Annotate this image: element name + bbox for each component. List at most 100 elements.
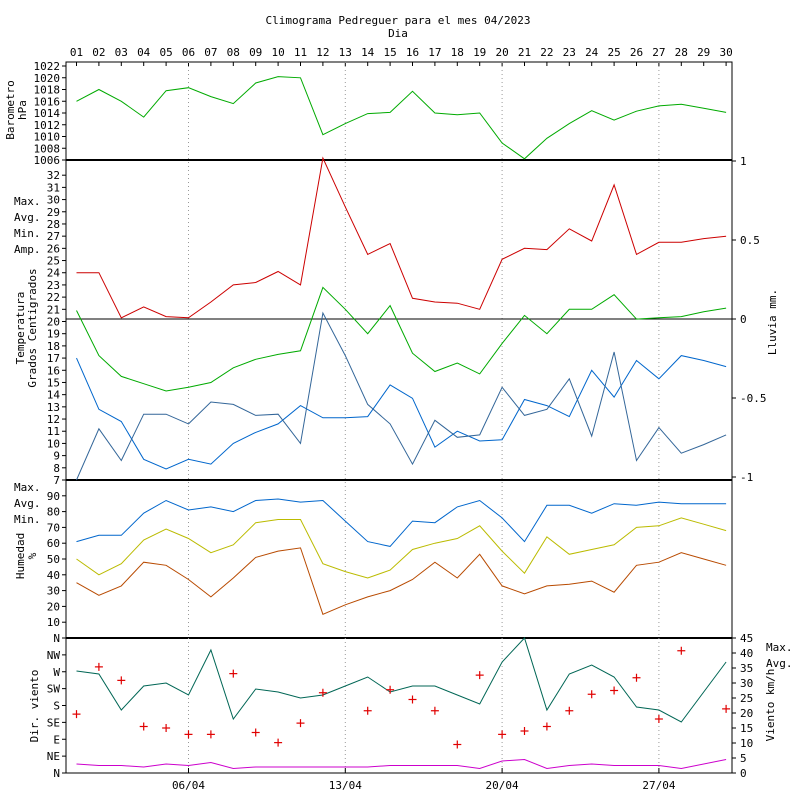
baro-tick-label: 1020 xyxy=(34,72,61,85)
baro-tick-label: 1014 xyxy=(34,107,61,120)
date-tick-label: 20/04 xyxy=(486,779,519,792)
day-label: 10 xyxy=(271,46,284,59)
day-label: 26 xyxy=(630,46,643,59)
temp-axis-label: TemperaturaGrados Centigrados xyxy=(14,268,39,387)
hum-tick-label: 20 xyxy=(47,600,60,613)
baro-line xyxy=(76,76,727,160)
wind-tick-label: 20 xyxy=(740,707,753,720)
day-label: 02 xyxy=(92,46,105,59)
hum-tick-label: 50 xyxy=(47,553,60,566)
temp-tick-label: 31 xyxy=(47,181,60,194)
day-label: 17 xyxy=(428,46,441,59)
baro-tick-label: 1008 xyxy=(34,142,61,155)
temp-line-amp xyxy=(76,311,727,481)
day-label: 01 xyxy=(70,46,83,59)
baro-tick-label: 1006 xyxy=(34,154,61,167)
hum-tick-label: 30 xyxy=(47,585,60,598)
wind-tick-label: 35 xyxy=(740,662,753,675)
temp-tick-label: 17 xyxy=(47,352,60,365)
day-label: 30 xyxy=(719,46,732,59)
temp-tick-label: 15 xyxy=(47,376,60,389)
dir-tick-label: N xyxy=(53,632,60,645)
baro-tick-label: 1012 xyxy=(34,119,61,132)
temp-legend-item: Avg. xyxy=(14,211,41,224)
wind-dir-axis-label: Dir. viento xyxy=(28,670,41,743)
day-label: 27 xyxy=(652,46,665,59)
day-label: 11 xyxy=(294,46,307,59)
wind-speed-axis-label: Viento km/h xyxy=(764,669,777,742)
temp-line-avg xyxy=(76,286,727,392)
hum-legend-item: Max. xyxy=(14,481,41,494)
temp-tick-label: 21 xyxy=(47,303,60,316)
date-tick-label: 06/04 xyxy=(172,779,205,792)
day-label: 14 xyxy=(361,46,375,59)
temp-tick-label: 19 xyxy=(47,328,60,341)
dir-tick-label: S xyxy=(53,700,60,713)
wind-tick-label: 0 xyxy=(740,767,747,780)
temp-tick-label: 29 xyxy=(47,206,60,219)
baro-tick-label: 1018 xyxy=(34,84,61,97)
hum-axis-label: Humedad% xyxy=(14,533,39,579)
hum-line-avg xyxy=(76,517,727,579)
day-label: 08 xyxy=(227,46,240,59)
hum-legend-item: Avg. xyxy=(14,497,41,510)
wind-tick-label: 45 xyxy=(740,632,753,645)
day-label: 07 xyxy=(204,46,217,59)
day-label: 03 xyxy=(115,46,128,59)
dir-tick-label: N xyxy=(53,767,60,780)
temp-legend-item: Min. xyxy=(14,227,41,240)
temp-tick-label: 27 xyxy=(47,230,60,243)
dir-tick-label: SW xyxy=(47,683,61,696)
chart-layer: 01 02 03 04 05 06 07 08 09 10 11 12 13 14 15 16 17 18 19 20… xyxy=(4,46,793,792)
temp-tick-label: 13 xyxy=(47,401,60,414)
rain-tick-label: -0.5 xyxy=(740,392,767,405)
wind-tick-label: 25 xyxy=(740,692,753,705)
baro-axis-label: BarometrohPa xyxy=(4,80,29,140)
date-tick-label: 27/04 xyxy=(642,779,675,792)
day-label: 24 xyxy=(585,46,599,59)
day-label: 05 xyxy=(159,46,172,59)
hum-line-max xyxy=(76,498,727,547)
dir-tick-label: W xyxy=(53,666,60,679)
temp-tick-label: 23 xyxy=(47,279,60,292)
day-label: 28 xyxy=(675,46,688,59)
temp-legend-item: Amp. xyxy=(14,243,41,256)
day-label: 16 xyxy=(406,46,419,59)
temp-tick-label: 10 xyxy=(47,437,60,450)
rain-axis-label: Lluvia mm. xyxy=(766,289,779,355)
temp-tick-label: 30 xyxy=(47,194,60,207)
rain-tick-label: 1 xyxy=(740,155,747,168)
day-label: 23 xyxy=(563,46,576,59)
dir-tick-label: E xyxy=(53,733,60,746)
temp-tick-label: 22 xyxy=(47,291,60,304)
hum-tick-label: 90 xyxy=(47,490,60,503)
rain-tick-label: -1 xyxy=(740,471,753,484)
wind-tick-label: 40 xyxy=(740,647,753,660)
temp-line-max xyxy=(76,156,727,319)
temp-line-min xyxy=(76,355,727,470)
temp-tick-label: 12 xyxy=(47,413,60,426)
temp-tick-label: 32 xyxy=(47,169,60,182)
day-label: 04 xyxy=(137,46,151,59)
temp-tick-label: 14 xyxy=(47,389,61,402)
dir-tick-label: NE xyxy=(47,750,60,763)
rain-tick-label: 0.5 xyxy=(740,234,760,247)
wind-tick-label: 5 xyxy=(740,752,747,765)
temp-tick-label: 11 xyxy=(47,425,60,438)
day-label: 19 xyxy=(473,46,486,59)
hum-legend-item: Min. xyxy=(14,513,41,526)
wind-legend-max: Max. xyxy=(766,641,793,654)
day-label: 29 xyxy=(697,46,710,59)
day-label: 12 xyxy=(316,46,329,59)
hum-line-min xyxy=(76,547,727,615)
temp-tick-label: 26 xyxy=(47,242,60,255)
hum-tick-label: 70 xyxy=(47,521,60,534)
day-label: 18 xyxy=(451,46,464,59)
temp-tick-label: 20 xyxy=(47,316,60,329)
hum-tick-label: 80 xyxy=(47,506,60,519)
temp-tick-label: 7 xyxy=(53,474,60,487)
baro-tick-label: 1010 xyxy=(34,131,61,144)
day-label: 21 xyxy=(518,46,531,59)
day-label: 20 xyxy=(495,46,508,59)
